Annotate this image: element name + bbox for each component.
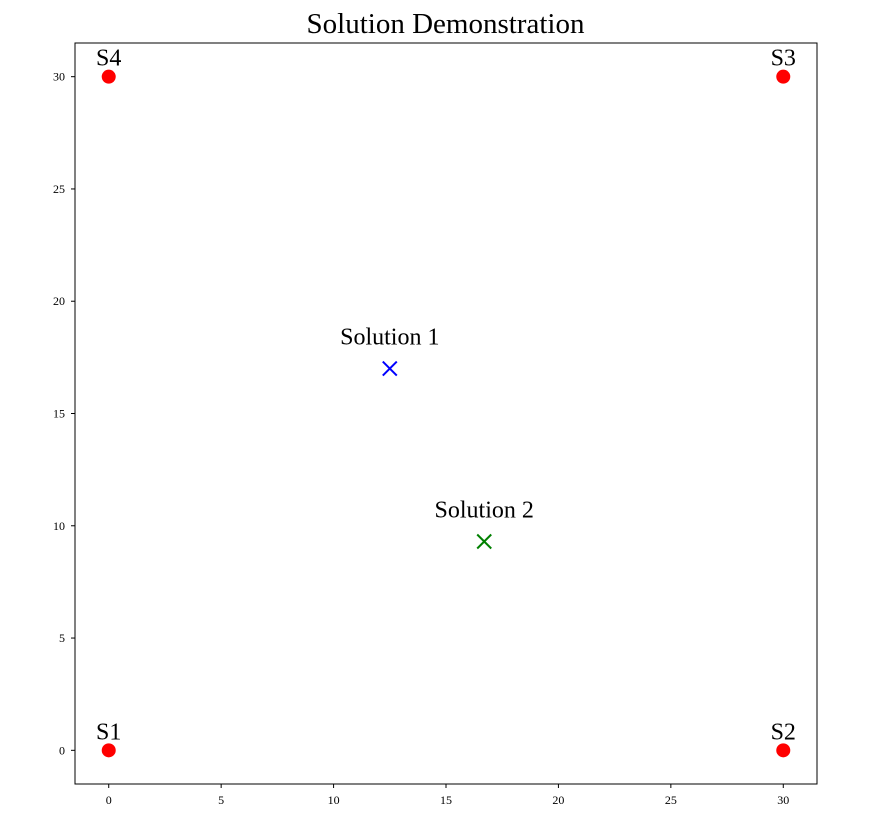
y-tick-label: 0 xyxy=(59,743,65,757)
site-marker xyxy=(101,743,116,758)
y-tick-label: 30 xyxy=(53,70,65,84)
x-tick-label: 15 xyxy=(440,793,452,807)
x-tick-label: 10 xyxy=(328,793,340,807)
site-marker xyxy=(101,69,116,84)
x-tick-label: 5 xyxy=(218,793,224,807)
y-axis: 0 5 10 15 20 25 30 xyxy=(53,70,75,757)
y-tick-label: 15 xyxy=(53,407,65,421)
site-marker xyxy=(776,743,791,758)
point-label: S2 xyxy=(771,719,796,745)
point-label: Solution 1 xyxy=(340,325,439,351)
x-tick-label: 0 xyxy=(106,793,112,807)
x-tick-label: 30 xyxy=(777,793,789,807)
y-tick-label: 10 xyxy=(53,519,65,533)
point-label: S4 xyxy=(96,46,121,72)
x-tick-label: 25 xyxy=(665,793,677,807)
point-label: Solution 2 xyxy=(435,497,534,523)
y-tick-label: 25 xyxy=(53,182,65,196)
site-marker xyxy=(776,69,791,84)
solution-marker xyxy=(476,533,492,550)
y-tick-label: 5 xyxy=(59,631,65,645)
point-label: S1 xyxy=(96,719,121,745)
point-label: S3 xyxy=(771,46,796,72)
y-tick-label: 20 xyxy=(53,294,65,308)
x-tick-label: 20 xyxy=(552,793,564,807)
plot-area-frame xyxy=(74,42,818,785)
x-axis: 0 5 10 15 20 25 30 xyxy=(106,784,789,807)
chart-title: Solution Demonstration xyxy=(307,8,585,40)
plot-marks: S1 S2 S3 S4 Solution 1 Solution 2 xyxy=(96,46,796,758)
solution-marker xyxy=(382,360,398,377)
